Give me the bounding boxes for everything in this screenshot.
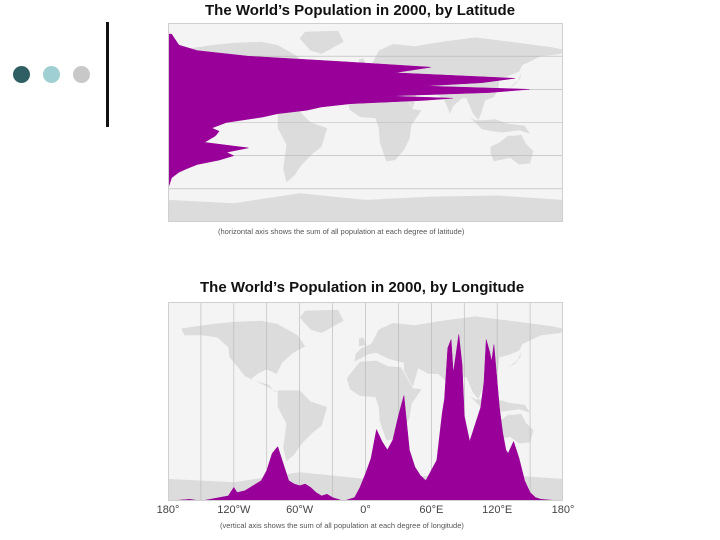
latitude-chart-title: The World’s Population in 2000, by Latit… xyxy=(205,2,516,19)
lat-landmass-2 xyxy=(277,111,328,183)
longitude-chart-note: (vertical axis shows the sum of all popu… xyxy=(220,521,464,530)
longitude-chart xyxy=(168,302,563,501)
lat-landmass-7 xyxy=(469,117,531,134)
lat-landmass-5 xyxy=(490,134,534,165)
longitude-tick-label: 120°E xyxy=(482,504,513,516)
latitude-chart-note: (horizontal axis shows the sum of all po… xyxy=(218,227,465,236)
vertical-rule xyxy=(106,22,109,127)
dot-gray-icon xyxy=(73,66,90,83)
longitude-tick-label: 0° xyxy=(360,504,371,516)
longitude-tick-label: 180° xyxy=(551,504,575,516)
lon-landmass-2 xyxy=(277,390,328,462)
latitude-population-area xyxy=(168,33,530,222)
longitude-tick-label: 60°E xyxy=(419,504,444,516)
lat-frame xyxy=(168,23,563,222)
lat-landmass-1 xyxy=(299,30,344,54)
longitude-chart-title: The World’s Population in 2000, by Longi… xyxy=(200,279,525,296)
latitude-chart xyxy=(168,23,563,222)
lon-landmass-0 xyxy=(181,320,306,393)
longitude-population-area xyxy=(168,334,563,501)
lon-landmass-8 xyxy=(358,337,367,347)
longitude-tick-label: 180° xyxy=(156,504,180,516)
dot-light-icon xyxy=(43,66,60,83)
dot-dark-icon xyxy=(13,66,30,83)
longitude-tick-label: 60°W xyxy=(286,504,314,516)
lon-frame xyxy=(168,302,563,501)
longitude-tick-label: 120°W xyxy=(217,504,251,516)
lat-landmass-6 xyxy=(168,193,563,222)
